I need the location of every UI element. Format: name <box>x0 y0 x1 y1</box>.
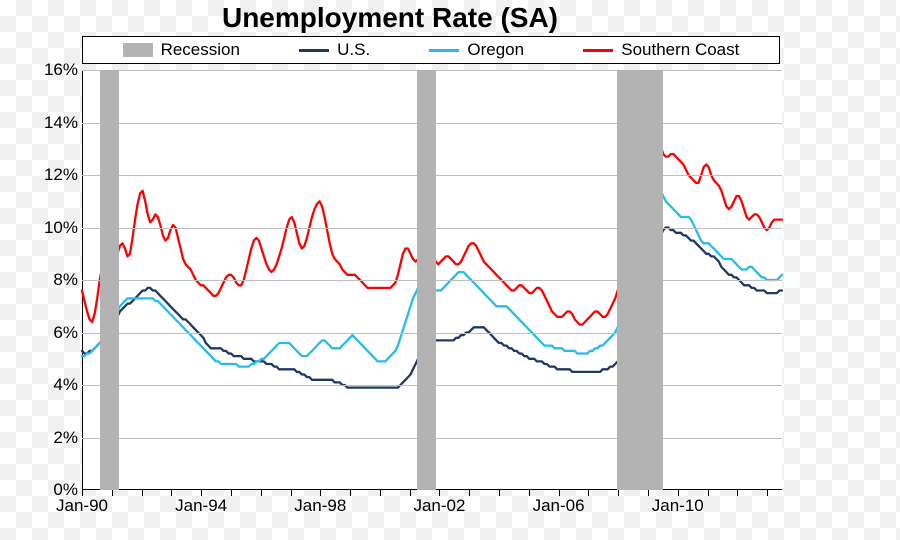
legend: Recession U.S. Oregon Southern Coast <box>82 36 780 64</box>
x-tick <box>261 490 262 496</box>
y-axis-label: 2% <box>26 428 78 448</box>
legend-label: Southern Coast <box>621 40 739 60</box>
y-axis-label: 14% <box>26 113 78 133</box>
y-axis-label: 8% <box>26 270 78 290</box>
x-tick <box>708 490 709 496</box>
x-tick <box>142 490 143 496</box>
x-tick <box>291 490 292 496</box>
legend-label: Oregon <box>467 40 524 60</box>
recession-band <box>417 70 436 490</box>
y-axis-label: 12% <box>26 165 78 185</box>
recession-band <box>617 70 663 490</box>
x-tick <box>588 490 589 496</box>
x-tick <box>529 490 530 496</box>
x-tick <box>380 490 381 496</box>
x-tick <box>112 490 113 496</box>
x-axis-label: Jan-06 <box>533 496 585 516</box>
x-axis-label: Jan-10 <box>652 496 704 516</box>
x-axis-label: Jan-02 <box>413 496 465 516</box>
x-tick <box>648 490 649 496</box>
x-tick <box>231 490 232 496</box>
legend-item-oregon: Oregon <box>429 40 524 60</box>
legend-item-recession: Recession <box>123 40 240 60</box>
x-tick <box>469 490 470 496</box>
x-tick <box>350 490 351 496</box>
recession-band <box>100 70 119 490</box>
x-tick <box>618 490 619 496</box>
chart: Unemployment Rate (SA) Recession U.S. Or… <box>0 0 900 540</box>
y-axis-label: 4% <box>26 375 78 395</box>
x-axis-label: Jan-98 <box>294 496 346 516</box>
x-tick <box>499 490 500 496</box>
y-axis-label: 16% <box>26 60 78 80</box>
legend-label: U.S. <box>337 40 370 60</box>
y-axis-label: 6% <box>26 323 78 343</box>
legend-label: Recession <box>161 40 240 60</box>
x-tick <box>410 490 411 496</box>
legend-line-southern-coast <box>583 49 613 52</box>
legend-line-oregon <box>429 49 459 52</box>
legend-line-us <box>299 49 329 52</box>
chart-title: Unemployment Rate (SA) <box>0 2 780 34</box>
x-tick <box>737 490 738 496</box>
x-axis-label: Jan-90 <box>56 496 108 516</box>
y-axis-label: 10% <box>26 218 78 238</box>
legend-swatch-recession <box>123 43 153 57</box>
legend-item-us: U.S. <box>299 40 370 60</box>
x-tick <box>171 490 172 496</box>
x-tick <box>767 490 768 496</box>
x-axis-label: Jan-94 <box>175 496 227 516</box>
legend-item-southern-coast: Southern Coast <box>583 40 739 60</box>
